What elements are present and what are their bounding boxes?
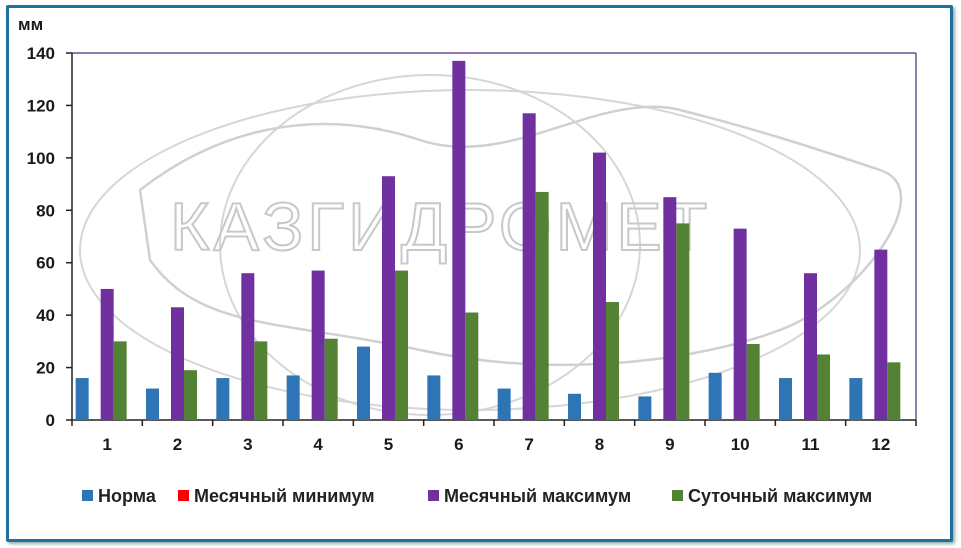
y-axis: 0 20 40 60 80 100 120 140: [27, 44, 73, 430]
legend-swatch: [82, 490, 93, 501]
legend-label: Суточный максимум: [688, 486, 872, 506]
bar-3-12: [874, 249, 888, 420]
bar-4-11: [817, 354, 830, 420]
x-tick-label: 5: [384, 435, 393, 454]
bar-1-11: [779, 378, 792, 420]
x-tick-label: 12: [871, 435, 890, 454]
x-tick-label: 3: [243, 435, 252, 454]
bar-4-1: [113, 341, 127, 420]
bar-4-7: [535, 191, 549, 420]
x-tick-label: 7: [524, 435, 533, 454]
bar-4-9: [676, 223, 690, 420]
x-tick-label: 2: [173, 435, 182, 454]
legend: Норма Месячный минимум Месячный максимум Су…: [82, 486, 872, 506]
plot-area: [72, 52, 917, 420]
bar-3-11: [804, 273, 817, 420]
x-axis: 1 2 3 4 5 6 7 8 9 10 11 12: [71, 419, 917, 454]
watermark-map-outline: [138, 105, 903, 367]
legend-swatch: [672, 490, 683, 501]
bar-4-12: [887, 362, 901, 420]
chart-frame: [6, 5, 953, 542]
bar-3-5: [382, 176, 395, 420]
bar-1-10: [708, 372, 722, 420]
bar-3-3: [241, 273, 255, 420]
x-tick-label: 8: [595, 435, 604, 454]
y-unit-label: мм: [18, 15, 43, 34]
bar-1-4: [286, 375, 300, 420]
y-tick-label: 140: [27, 44, 55, 63]
bar-4-2: [184, 370, 197, 420]
y-tick-label: 60: [36, 254, 55, 273]
legend-label: Норма: [98, 486, 157, 506]
bar-1-5: [357, 346, 370, 420]
y-tick-label: 80: [36, 201, 55, 220]
bar-1-12: [849, 378, 863, 420]
y-tick-label: 100: [27, 149, 55, 168]
bar-4-4: [324, 338, 338, 420]
x-tick-label: 6: [454, 435, 463, 454]
bar-3-10: [733, 228, 747, 420]
bar-3-2: [171, 307, 184, 420]
bar-1-1: [75, 378, 89, 420]
y-tick-label: 0: [46, 411, 55, 430]
x-tick-label: 9: [665, 435, 674, 454]
bar-4-5: [395, 270, 408, 420]
bars: [75, 60, 901, 421]
bar-4-10: [746, 343, 760, 420]
bar-1-6: [427, 375, 441, 420]
bar-1-8: [568, 393, 581, 420]
bar-4-8: [606, 302, 619, 420]
legend-label: Месячный максимум: [444, 486, 631, 506]
bar-3-8: [593, 152, 606, 420]
bar-1-3: [216, 378, 230, 420]
bar-1-9: [638, 396, 652, 420]
watermark-text: КАЗГИДРОМЕТ: [170, 189, 711, 265]
bar-3-7: [522, 113, 536, 421]
x-tick-label: 4: [313, 435, 323, 454]
bar-4-6: [465, 312, 479, 420]
y-tick-label: 40: [36, 306, 55, 325]
x-tick-label: 10: [731, 435, 750, 454]
bar-1-2: [146, 388, 159, 420]
bar-3-1: [100, 288, 114, 420]
legend-label: Месячный минимум: [194, 486, 375, 506]
bar-3-9: [663, 197, 677, 420]
x-tick-label: 11: [802, 435, 820, 454]
y-tick-label: 20: [36, 359, 55, 378]
y-tick-label: 120: [27, 96, 55, 115]
bar-3-6: [452, 60, 466, 420]
legend-swatch: [428, 490, 439, 501]
watermark-logo: КАЗГИДРОМЕТ: [79, 74, 903, 416]
bar-3-4: [311, 270, 325, 420]
bar-4-3: [254, 341, 268, 420]
x-tick-label: 1: [102, 435, 111, 454]
bar-1-7: [497, 388, 511, 420]
legend-swatch: [178, 490, 189, 501]
